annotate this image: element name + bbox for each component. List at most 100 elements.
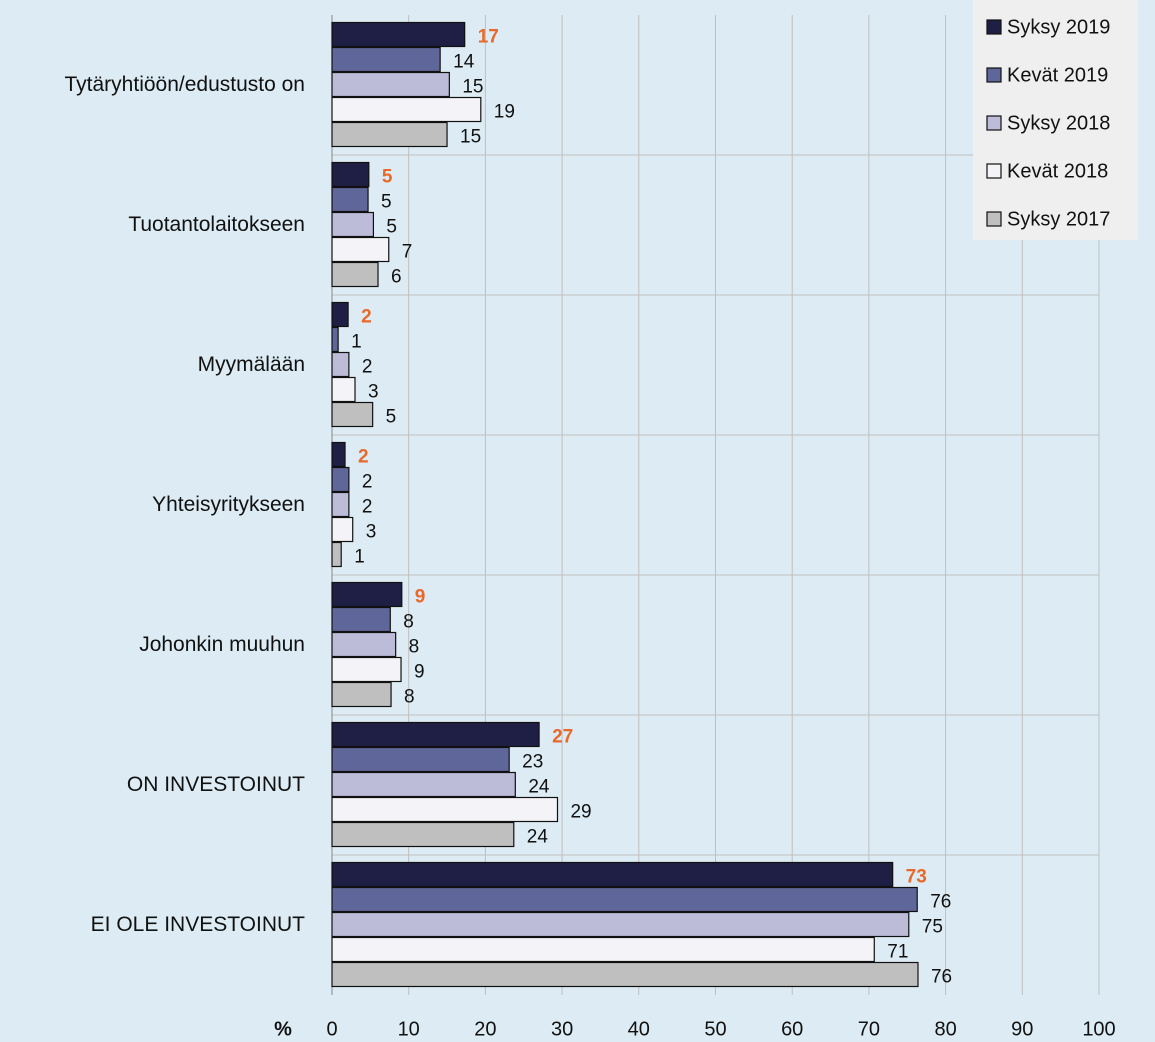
data-label: 14 [453,52,475,73]
bar [331,466,350,493]
x-tick-label: 90 [1011,1018,1033,1040]
bar [331,301,349,328]
data-label: 27 [552,727,573,748]
bar [331,886,918,913]
data-label: 76 [931,967,952,988]
bar [331,71,450,98]
data-label: 8 [409,637,420,658]
category-text: Myymälään [197,353,305,377]
legend-swatch [986,163,1002,179]
data-label: 8 [403,612,414,633]
data-label: 75 [922,917,943,938]
data-label: 24 [527,827,549,848]
data-label: 2 [358,447,369,468]
bar [331,821,515,848]
category-text: Tuotantolaitokseen [128,213,305,237]
category-text: Johonkin muuhun [139,633,305,657]
data-label: 19 [494,102,515,123]
bar [331,961,919,988]
x-axis-label: % [274,1018,292,1040]
data-label: 29 [570,802,591,823]
legend-swatch [986,67,1002,83]
data-label: 73 [906,867,927,888]
category-label: ON INVESTOINUT [127,715,305,855]
bar [331,96,482,123]
data-label: 5 [381,192,392,213]
bar [331,796,559,823]
data-label: 23 [522,752,543,773]
category-text: EI OLE INVESTOINUT [90,913,305,937]
bar [331,261,379,288]
data-label: 76 [930,892,951,913]
x-tick-label: 20 [474,1018,496,1040]
x-tick-label: 50 [704,1018,726,1040]
data-label: 5 [386,217,397,238]
data-label: 15 [462,77,483,98]
bar [331,326,339,353]
category-label: Myymälään [198,295,305,435]
data-label: 3 [368,382,379,403]
bar [331,581,403,608]
bar [331,681,392,708]
data-label: 5 [386,407,397,428]
bar [331,746,510,773]
data-label: 71 [887,942,908,963]
data-label: 9 [414,662,425,683]
bar [331,46,441,73]
category-text: Tytäryhtiöön/edustusto on [64,73,306,97]
bar [331,121,448,148]
bar [331,376,356,403]
bar [331,541,342,568]
data-label: 1 [351,332,362,353]
x-tick-label: 70 [858,1018,880,1040]
x-tick-label: 0 [326,1018,337,1040]
category-text: ON INVESTOINUT [126,773,305,797]
category-label: Tuotantolaitokseen [128,155,305,295]
bar [331,186,369,213]
bar [331,491,350,518]
legend-label: Syksy 2019 [1007,16,1110,38]
legend-label: Kevät 2018 [1007,160,1108,182]
category-label: EI OLE INVESTOINUT [91,855,305,995]
bar [331,771,516,798]
data-label: 7 [402,242,413,263]
bar [331,211,375,238]
x-tick-label: 40 [628,1018,650,1040]
data-label: 8 [404,687,415,708]
data-label: 2 [361,307,372,328]
category-label: Yhteisyritykseen [152,435,305,575]
data-label: 1 [354,547,365,568]
bar [331,161,370,188]
bar [331,631,397,658]
data-label: 5 [382,167,393,188]
data-label: 15 [460,127,481,148]
data-label: 17 [478,27,499,48]
category-text: Yhteisyritykseen [152,493,305,517]
legend-label: Syksy 2018 [1007,112,1110,134]
data-label: 6 [391,267,402,288]
bar [331,656,402,683]
bar [331,236,390,263]
data-label: 3 [366,522,377,543]
x-tick-label: 100 [1082,1018,1115,1040]
data-label: 2 [362,472,373,493]
data-label: 9 [415,587,426,608]
bar [331,441,346,468]
bar [331,401,374,428]
legend-swatch [986,211,1002,227]
bar [331,721,540,748]
bar [331,911,910,938]
bar [331,936,875,963]
x-tick-label: 60 [781,1018,803,1040]
bar [331,21,466,48]
category-label: Tytäryhtiöön/edustusto on [65,15,306,155]
x-tick-label: 10 [398,1018,420,1040]
bar [331,516,354,543]
legend-swatch [986,19,1002,35]
bar [331,351,350,378]
data-label: 2 [362,357,373,378]
bar [331,861,894,888]
x-tick-label: 30 [551,1018,573,1040]
category-label: Johonkin muuhun [139,575,305,715]
